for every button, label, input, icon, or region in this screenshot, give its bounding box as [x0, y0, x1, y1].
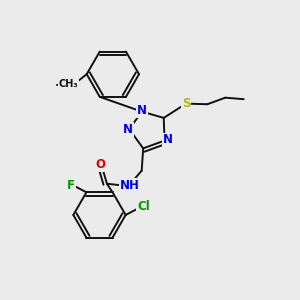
Text: N: N [137, 103, 147, 117]
Text: NH: NH [120, 179, 140, 192]
Text: O: O [95, 158, 105, 171]
Text: S: S [182, 97, 190, 110]
Text: N: N [163, 134, 172, 146]
Text: N: N [123, 123, 133, 136]
Text: CH₃: CH₃ [58, 79, 78, 89]
Text: Cl: Cl [137, 200, 150, 213]
Text: F: F [67, 179, 75, 192]
Text: O: O [68, 78, 77, 91]
